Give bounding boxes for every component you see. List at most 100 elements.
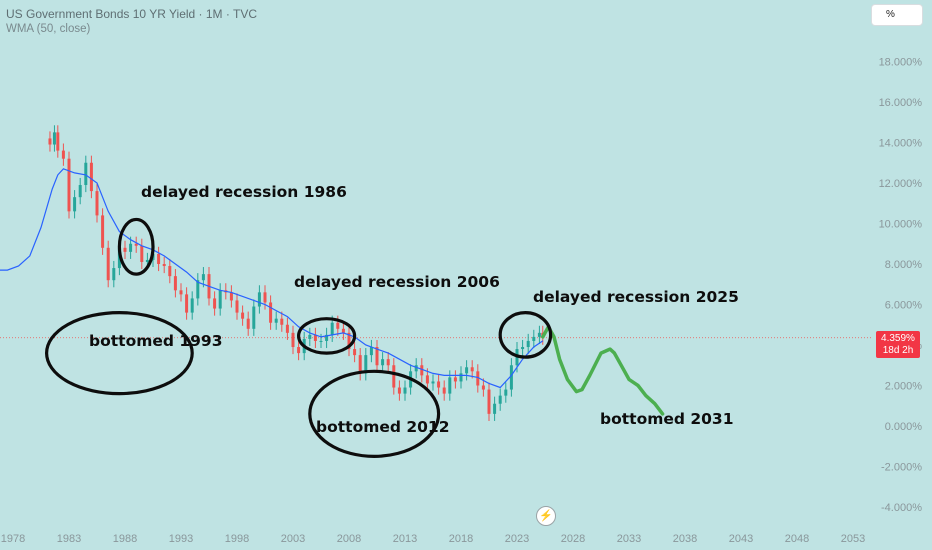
x-tick-label: 2033 (617, 533, 641, 545)
annotation-circle (44, 311, 194, 396)
candle-body (537, 332, 541, 337)
candle-body (297, 347, 301, 354)
candle-body (425, 375, 429, 384)
x-tick-label: 2048 (785, 533, 809, 545)
candle-body (397, 387, 401, 394)
candle-body (308, 334, 312, 339)
candle-body (442, 387, 446, 394)
y-tick-label: 0.000% (885, 421, 923, 433)
candle-body (386, 359, 390, 366)
candle-body (459, 373, 463, 382)
x-tick-label: 1983 (57, 533, 81, 545)
candle-body (336, 322, 340, 329)
candle-body (145, 259, 149, 262)
annotation-label: bottomed 2012 (316, 418, 450, 436)
annotation-label: bottomed 1993 (89, 332, 223, 350)
y-tick-label: 12.000% (879, 178, 923, 190)
x-tick-label: 1993 (169, 533, 193, 545)
candle-body (381, 359, 385, 366)
current-price-tag: 4.359% 18d 2h (876, 331, 920, 358)
candle-body (431, 381, 435, 384)
candle-body (134, 243, 138, 246)
candle-body (319, 340, 323, 342)
symbol-title[interactable]: US Government Bonds 10 YR Yield · 1M · T… (6, 7, 257, 21)
y-tick-label: 2.000% (885, 381, 923, 393)
candle-body (84, 162, 88, 186)
candle-body (358, 355, 362, 374)
projection-line (541, 325, 665, 416)
candle-body (56, 132, 60, 151)
candle-body (67, 158, 71, 212)
candle-body (392, 365, 396, 388)
candle-body (129, 243, 133, 252)
candle-body (375, 347, 379, 366)
candle-body (95, 191, 99, 216)
candle-body (61, 150, 65, 159)
candle-body (73, 197, 77, 212)
candle-body (313, 334, 317, 341)
candle-body (526, 340, 530, 348)
candle-body (257, 292, 261, 307)
candle-body (414, 365, 418, 372)
candle-body (112, 268, 116, 281)
x-tick-label: 2008 (337, 533, 361, 545)
bar-countdown: 18d 2h (882, 345, 914, 356)
candle-body (353, 349, 357, 356)
candle-body (470, 367, 474, 372)
candle-body (218, 290, 222, 309)
candle-body (285, 324, 289, 333)
candle-body (269, 302, 273, 323)
candle-body (521, 347, 525, 350)
candle-body (493, 403, 497, 414)
candle-body (185, 294, 189, 313)
y-tick-label: 6.000% (885, 300, 923, 312)
candle-body (179, 290, 183, 295)
x-tick-label: 2028 (561, 533, 585, 545)
candle-body (330, 322, 334, 335)
y-tick-label: 18.000% (879, 57, 923, 69)
candle-body (509, 365, 513, 390)
candle-body (235, 300, 239, 313)
candle-body (201, 274, 205, 281)
candle-body (263, 292, 267, 303)
candle-body (453, 377, 457, 382)
x-tick-label: 2018 (449, 533, 473, 545)
candle-body (403, 387, 407, 394)
candle-body (168, 266, 172, 277)
candle-body (498, 395, 502, 404)
candle-body (465, 367, 469, 374)
percent-scale-button[interactable]: % (871, 4, 923, 26)
x-tick-label: 1978 (1, 533, 25, 545)
annotation-label: delayed recession 2006 (294, 273, 500, 291)
candle-body (123, 247, 127, 252)
candle-body (420, 365, 424, 376)
candle-body (437, 381, 441, 388)
candle-body (229, 292, 233, 301)
candle-body (78, 185, 82, 198)
annotation-circle (498, 311, 553, 359)
wma-line[interactable] (0, 168, 544, 389)
candle-body (241, 312, 245, 319)
candle-body (101, 215, 105, 248)
indicator-legend[interactable]: WMA (50, close) (6, 23, 91, 35)
candle-body (487, 389, 491, 414)
x-tick-label: 2003 (281, 533, 305, 545)
annotation-circle (297, 317, 357, 355)
tradingview-bolt-icon[interactable]: ⚡ (536, 506, 556, 526)
candle-body (325, 334, 329, 341)
y-tick-label: 10.000% (879, 219, 923, 231)
candle-body (280, 318, 284, 325)
annotation-label: delayed recession 1986 (141, 183, 347, 201)
annotation-label: delayed recession 2025 (533, 288, 739, 306)
x-tick-label: 2013 (393, 533, 417, 545)
candle-body (89, 162, 93, 192)
y-tick-label: -4.000% (881, 502, 922, 514)
candle-body (157, 253, 161, 264)
candle-body (140, 245, 144, 262)
candle-body (504, 389, 508, 396)
y-tick-label: 14.000% (879, 138, 923, 150)
y-tick-label: -2.000% (881, 462, 922, 474)
candle-body (364, 355, 368, 374)
x-tick-label: 1988 (113, 533, 137, 545)
